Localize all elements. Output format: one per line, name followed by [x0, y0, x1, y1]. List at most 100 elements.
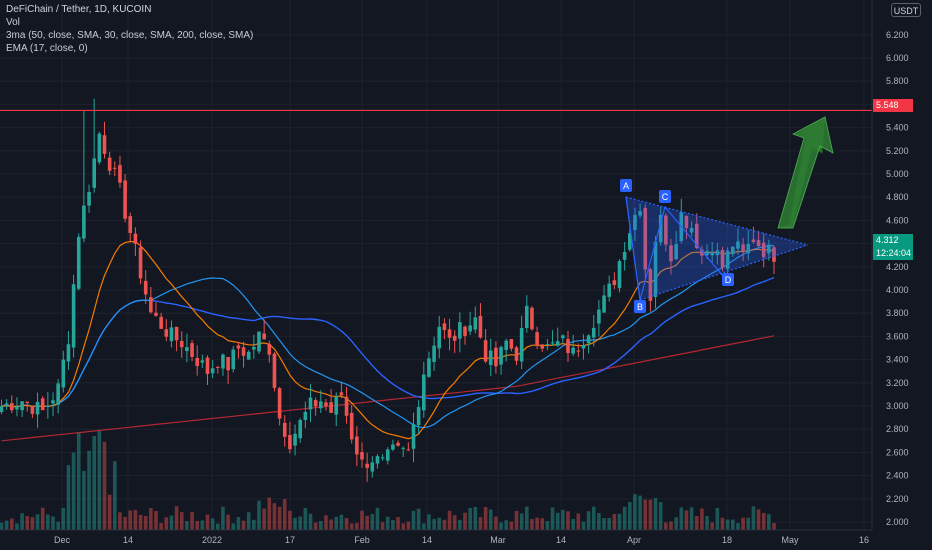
candle-body	[700, 249, 704, 256]
candle-body	[355, 436, 359, 455]
candle-body	[216, 366, 220, 368]
pattern-label-bg	[634, 300, 646, 313]
price-tick-label: 2.400	[886, 471, 909, 481]
volume-bar	[617, 513, 622, 530]
pattern-label-d: D	[725, 275, 732, 285]
candle-body	[648, 269, 653, 301]
candle-body	[92, 158, 96, 188]
volume-bar	[349, 523, 354, 530]
candle-body	[0, 406, 4, 412]
ema-indicator-label[interactable]: EMA (17, close, 0)	[6, 43, 88, 54]
candle-body	[334, 396, 339, 415]
volume-bar	[61, 507, 66, 530]
candle-body	[113, 167, 117, 169]
volume-bar	[4, 520, 9, 530]
volume-bar	[298, 516, 302, 530]
volume-bar	[236, 516, 241, 530]
volume-bar	[633, 494, 637, 530]
candle-body	[262, 333, 266, 340]
volume-bar	[190, 511, 194, 530]
candle-body	[339, 392, 344, 396]
time-tick-label: 2022	[202, 535, 222, 545]
candle-body	[365, 463, 369, 468]
volume-bar	[216, 523, 220, 530]
candle-body	[4, 403, 9, 407]
volume-bar	[396, 516, 400, 530]
candle-body	[756, 240, 761, 247]
candle-body	[406, 449, 411, 451]
volume-bar	[195, 520, 199, 530]
candle-body	[525, 305, 529, 328]
currency-button[interactable]: USDT	[891, 3, 921, 17]
volume-bar	[504, 520, 508, 530]
volume-bar	[15, 523, 19, 530]
volume-bar	[277, 506, 282, 530]
price-tick-label: 2.600	[886, 447, 909, 457]
volume-bar	[689, 507, 694, 530]
candle-body	[252, 346, 256, 350]
pattern-label-bg	[620, 179, 632, 192]
price-tick-label: 4.200	[886, 262, 909, 272]
volume-bar	[82, 470, 86, 530]
sma-50-line	[1, 277, 775, 408]
volume-bar	[102, 441, 107, 530]
candle-body	[514, 347, 519, 361]
volume-bar	[422, 523, 426, 530]
candle-body	[205, 357, 210, 374]
candle-body	[143, 280, 148, 295]
candle-body	[375, 456, 380, 464]
volume-bar	[622, 506, 627, 530]
candle-body	[710, 252, 714, 256]
volume-bar	[313, 522, 318, 530]
candle-body	[190, 343, 194, 357]
candle-body	[128, 216, 133, 234]
volume-bar	[118, 512, 122, 530]
candle-body	[545, 344, 550, 346]
candle-body	[468, 325, 472, 332]
volume-bar	[561, 509, 565, 530]
price-tick-label: 3.600	[886, 331, 909, 341]
candle-body	[107, 157, 112, 171]
time-tick-label: 14	[123, 535, 133, 545]
candle-body	[550, 342, 555, 344]
volume-bar	[375, 507, 380, 530]
volume-bar	[35, 514, 40, 530]
volume-bar	[494, 516, 498, 530]
volume-bar	[458, 519, 462, 530]
ma-indicator-label[interactable]: 3ma (50, close, SMA, 30, close, SMA, 200…	[6, 30, 254, 41]
price-tick-label: 4.600	[886, 215, 909, 225]
volume-bar	[612, 513, 617, 530]
candle-body	[628, 233, 632, 250]
candle-body	[293, 433, 297, 446]
candle-body	[607, 283, 611, 297]
volume-bar	[92, 435, 96, 530]
volume-bar	[571, 519, 575, 530]
candle-body	[246, 351, 251, 360]
time-axis	[0, 530, 932, 550]
candle-body	[447, 329, 452, 338]
candle-body	[15, 406, 19, 410]
volume-bar	[746, 517, 751, 530]
volume-bar	[97, 430, 102, 530]
candle-body	[391, 444, 395, 450]
volume-bar	[643, 499, 648, 530]
candle-body	[25, 401, 30, 403]
candle-body	[694, 223, 699, 248]
volume-bar	[252, 519, 256, 530]
chart-legend: DeFiChain / Tether, 1D, KUCOIN Vol 3ma (…	[6, 3, 253, 55]
symbol-title[interactable]: DeFiChain / Tether, 1D, KUCOIN	[6, 4, 152, 15]
candle-body	[267, 343, 272, 355]
volume-bar	[607, 517, 611, 530]
volume-bar	[545, 521, 550, 530]
candle-body	[298, 420, 302, 439]
volume-indicator-label[interactable]: Vol	[6, 17, 20, 28]
candle-body	[725, 250, 730, 269]
candle-body	[76, 236, 81, 289]
candle-body	[324, 402, 328, 407]
volume-bar	[437, 517, 442, 530]
candle-body	[463, 326, 467, 336]
volume-bar	[71, 452, 76, 530]
price-axis	[872, 0, 932, 550]
volume-bar	[416, 508, 421, 530]
